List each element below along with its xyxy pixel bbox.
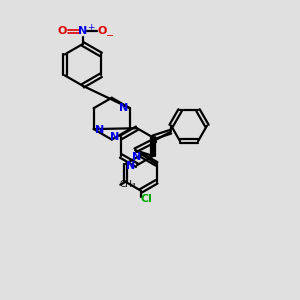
Text: N: N [110,132,119,142]
Text: O: O [98,26,107,37]
Text: N: N [126,161,135,171]
Text: +: + [87,23,95,32]
Text: N: N [119,103,128,112]
Text: O: O [58,26,67,37]
Text: N: N [95,125,104,135]
Text: −: − [106,31,114,40]
Text: N: N [78,26,87,37]
Text: CH₃: CH₃ [119,180,136,189]
Text: Cl: Cl [140,194,152,204]
Text: N: N [132,152,142,162]
